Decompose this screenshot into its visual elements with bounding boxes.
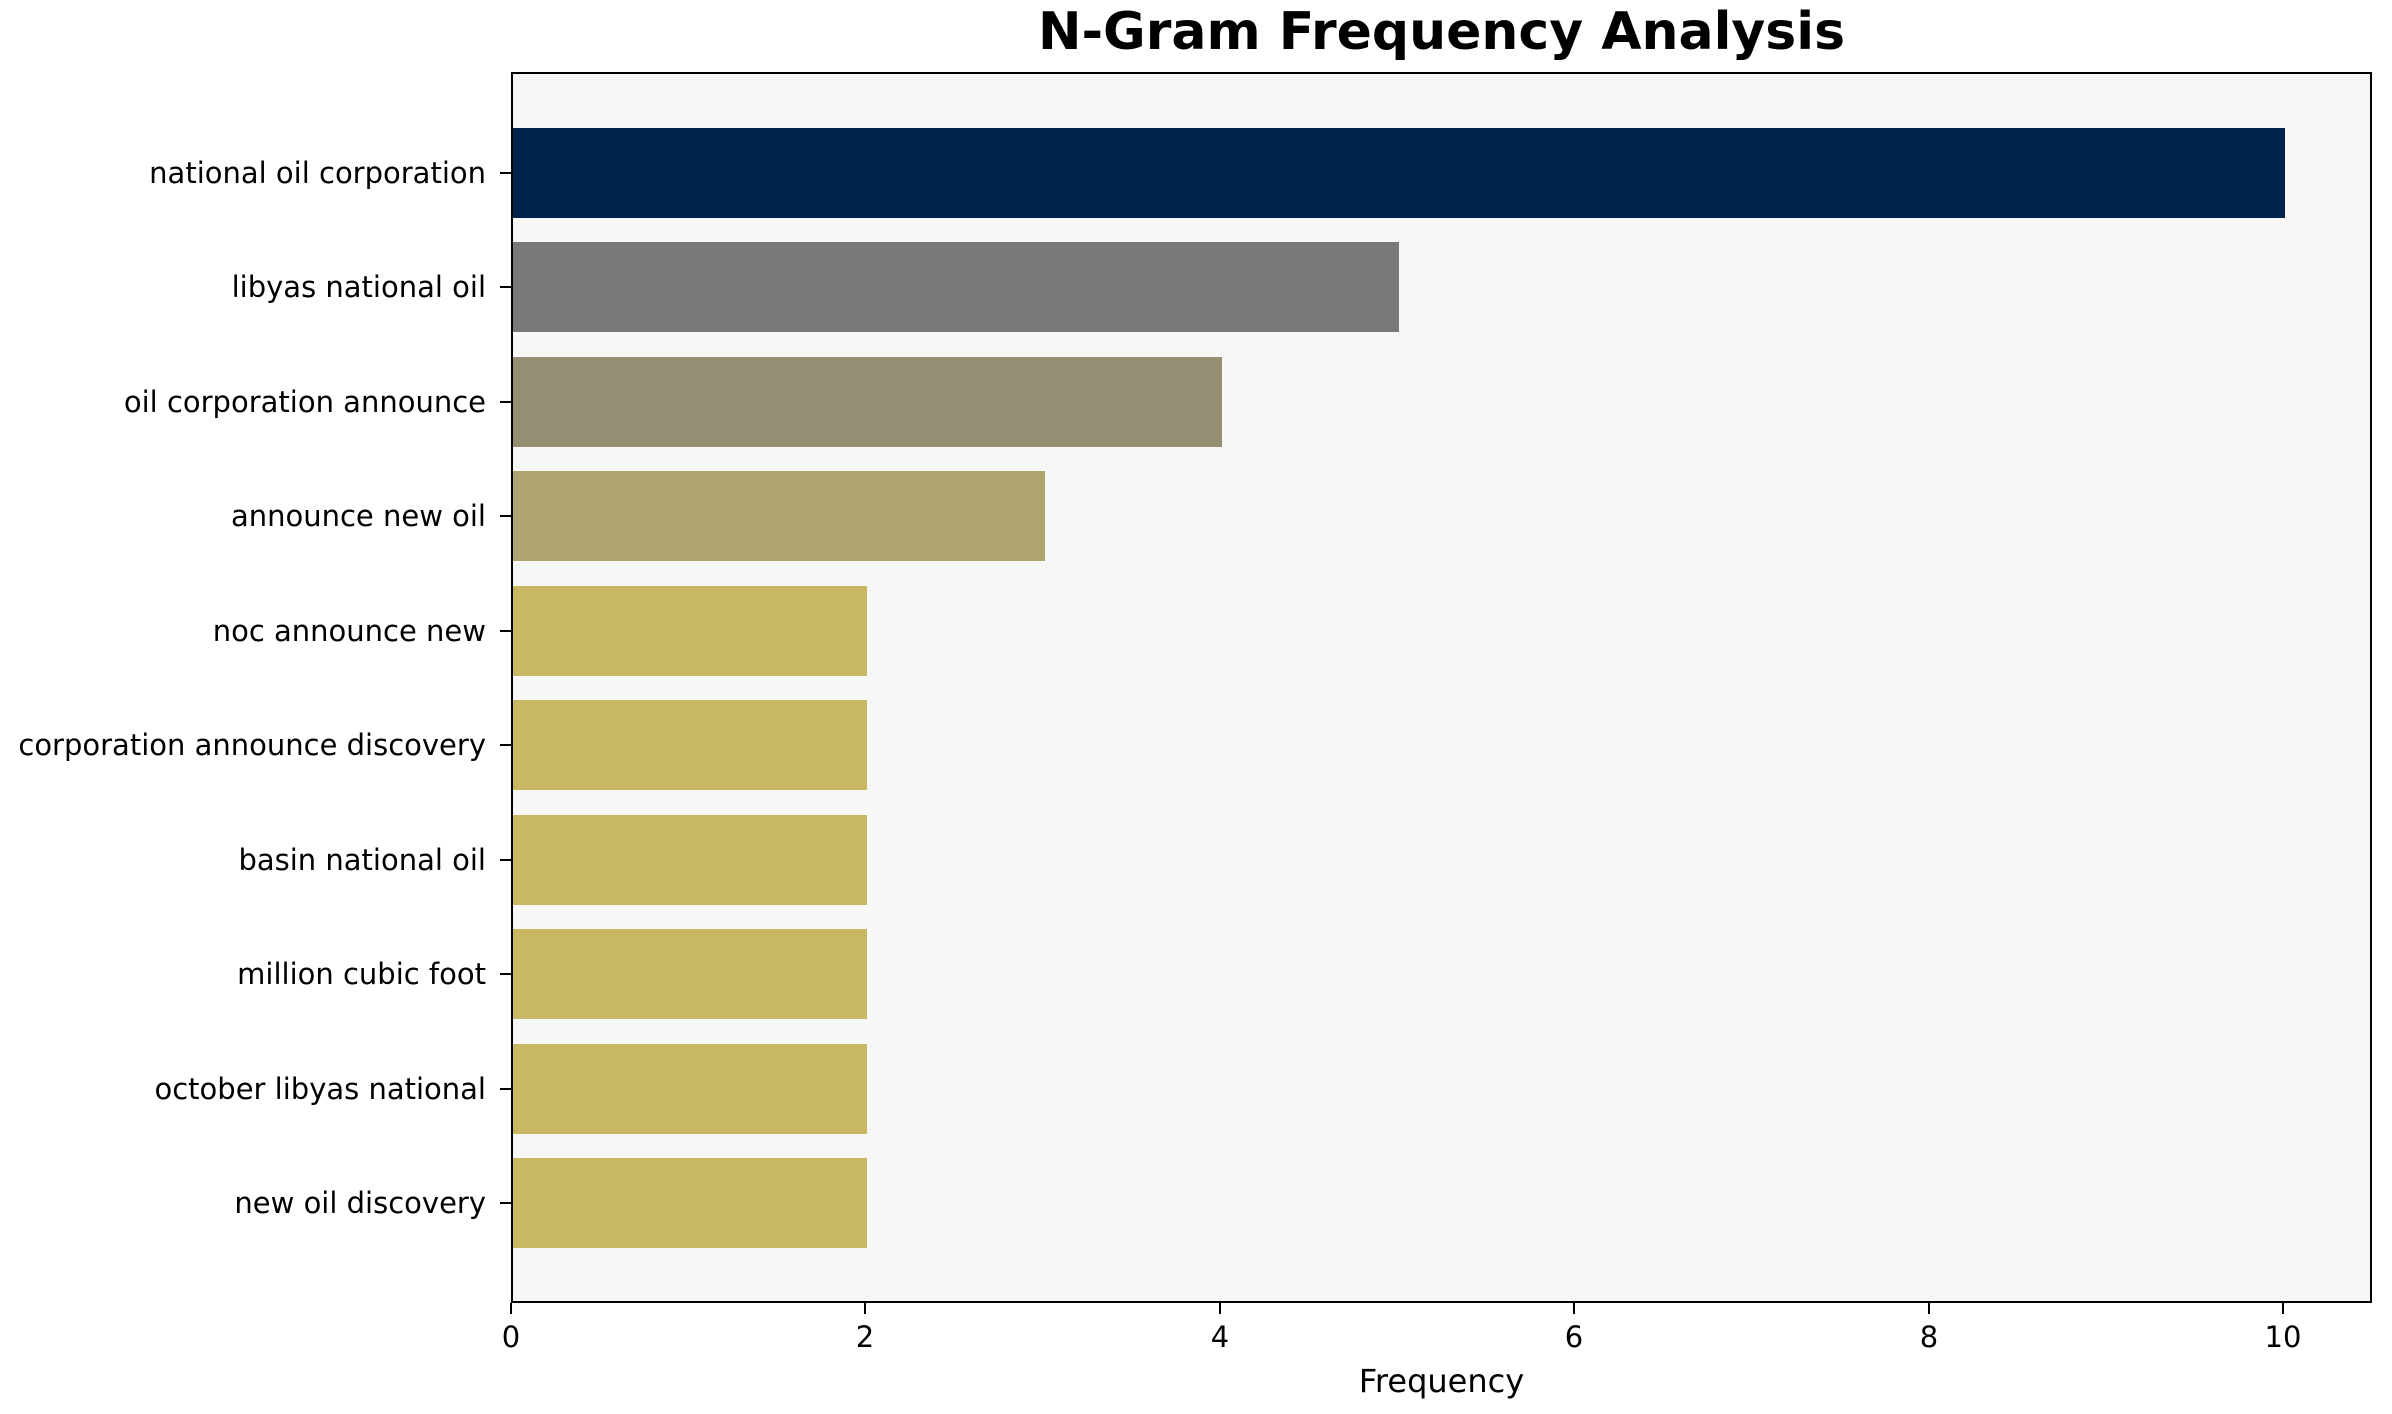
bar bbox=[513, 242, 1399, 332]
y-tick-mark bbox=[500, 630, 511, 632]
x-tick-label: 4 bbox=[1210, 1320, 1230, 1354]
bar bbox=[513, 128, 2285, 218]
bar bbox=[513, 1158, 867, 1248]
x-tick-label: 2 bbox=[855, 1320, 875, 1354]
x-tick-mark bbox=[2282, 1303, 2284, 1314]
y-tick-mark bbox=[500, 1088, 511, 1090]
x-tick-mark bbox=[1928, 1303, 1930, 1314]
x-tick-mark bbox=[510, 1303, 512, 1314]
y-tick-mark bbox=[500, 744, 511, 746]
y-tick-label: noc announce new bbox=[212, 614, 486, 648]
y-tick-label: basin national oil bbox=[238, 843, 486, 877]
bar bbox=[513, 700, 867, 790]
bar bbox=[513, 357, 1222, 447]
y-tick-label: libyas national oil bbox=[231, 270, 486, 304]
y-tick-mark bbox=[500, 401, 511, 403]
bar bbox=[513, 929, 867, 1019]
y-tick-label: announce new oil bbox=[230, 499, 486, 533]
bar bbox=[513, 1044, 867, 1134]
x-tick-label: 6 bbox=[1564, 1320, 1584, 1354]
bar bbox=[513, 586, 867, 676]
y-tick-label: oil corporation announce bbox=[123, 385, 486, 419]
y-tick-label: october libyas national bbox=[154, 1072, 486, 1106]
chart-title: N-Gram Frequency Analysis bbox=[1037, 2, 1846, 62]
x-tick-mark bbox=[864, 1303, 866, 1314]
y-tick-mark bbox=[500, 1202, 511, 1204]
y-tick-label: new oil discovery bbox=[234, 1186, 486, 1220]
x-tick-label: 10 bbox=[2264, 1320, 2302, 1354]
y-tick-label: million cubic foot bbox=[237, 957, 486, 991]
y-tick-label: national oil corporation bbox=[149, 156, 486, 190]
y-tick-mark bbox=[500, 515, 511, 517]
x-axis-label: Frequency bbox=[1358, 1362, 1525, 1400]
y-tick-mark bbox=[500, 859, 511, 861]
x-tick-mark bbox=[1573, 1303, 1575, 1314]
y-tick-mark bbox=[500, 973, 511, 975]
x-tick-label: 8 bbox=[1919, 1320, 1939, 1354]
bar bbox=[513, 815, 867, 905]
bar bbox=[513, 471, 1045, 561]
y-tick-mark bbox=[500, 172, 511, 174]
y-tick-label: corporation announce discovery bbox=[18, 728, 486, 762]
y-tick-mark bbox=[500, 286, 511, 288]
x-tick-label: 0 bbox=[501, 1320, 521, 1354]
x-tick-mark bbox=[1219, 1303, 1221, 1314]
